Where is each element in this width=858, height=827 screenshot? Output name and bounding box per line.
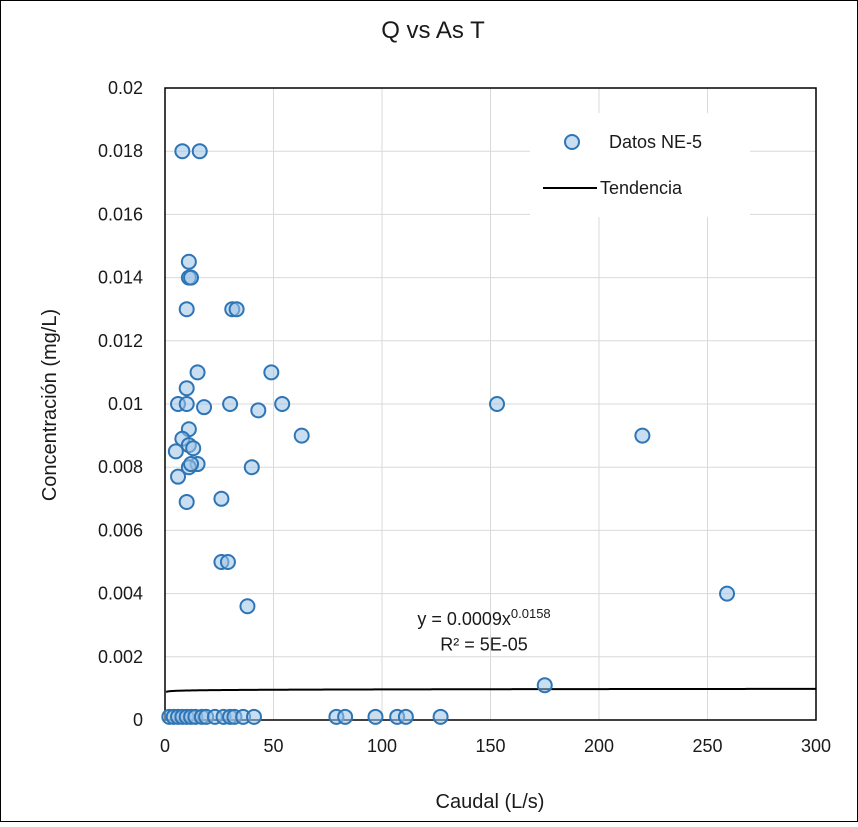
legend-label-datos: Datos NE-5 bbox=[609, 132, 702, 152]
trend-equation-base: y = 0.0009x bbox=[417, 609, 511, 629]
chart-title: Q vs As T bbox=[381, 17, 485, 44]
data-point bbox=[196, 399, 213, 416]
data-point bbox=[239, 598, 256, 615]
y-tick-label: 0 bbox=[133, 710, 143, 730]
data-point bbox=[213, 490, 230, 507]
x-axis-label: Caudal (L/s) bbox=[436, 791, 545, 813]
x-tick-label: 300 bbox=[801, 736, 831, 756]
data-point bbox=[174, 143, 191, 160]
data-point bbox=[489, 396, 506, 412]
data-point bbox=[719, 585, 736, 602]
legend-label-tendencia: Tendencia bbox=[600, 178, 683, 198]
data-point bbox=[180, 253, 197, 270]
data-point bbox=[178, 493, 195, 510]
data-point bbox=[250, 402, 267, 419]
data-point bbox=[245, 708, 262, 725]
x-tick-label: 200 bbox=[584, 736, 614, 756]
data-point bbox=[243, 459, 260, 476]
data-point bbox=[228, 301, 245, 318]
data-point bbox=[170, 468, 187, 485]
x-tick-label: 250 bbox=[692, 736, 722, 756]
y-tick-label: 0.002 bbox=[98, 647, 143, 667]
y-tick-label: 0.004 bbox=[98, 584, 143, 604]
data-point bbox=[189, 364, 206, 381]
data-point bbox=[367, 708, 384, 725]
legend-box bbox=[530, 113, 750, 217]
data-point bbox=[183, 456, 200, 473]
x-tick-label: 0 bbox=[160, 736, 170, 756]
data-point bbox=[293, 427, 310, 444]
y-axis-label: Concentración (mg/L) bbox=[39, 309, 61, 501]
data-point bbox=[536, 677, 553, 694]
x-tick-label: 150 bbox=[475, 736, 505, 756]
data-point bbox=[397, 708, 414, 725]
data-point bbox=[263, 364, 280, 381]
data-point bbox=[185, 440, 202, 457]
data-point bbox=[178, 301, 195, 318]
x-tick-label: 100 bbox=[367, 736, 397, 756]
y-tick-label: 0.012 bbox=[98, 331, 143, 351]
y-tick-label: 0.006 bbox=[98, 520, 143, 540]
data-point bbox=[432, 708, 449, 725]
data-point bbox=[191, 143, 208, 160]
r-squared-label: R² = 5E-05 bbox=[440, 634, 528, 654]
y-tick-label: 0.01 bbox=[108, 394, 143, 414]
trendline bbox=[165, 687, 816, 693]
data-point bbox=[178, 380, 195, 397]
data-point bbox=[183, 269, 200, 286]
data-point bbox=[634, 427, 651, 444]
plot-area-border bbox=[164, 87, 817, 721]
data-point bbox=[222, 396, 239, 412]
data-point bbox=[167, 443, 184, 460]
data-point bbox=[274, 396, 291, 412]
data-point bbox=[219, 554, 236, 570]
y-tick-label: 0.008 bbox=[98, 457, 143, 477]
y-tick-label: 0.018 bbox=[98, 141, 143, 161]
y-tick-label: 0.014 bbox=[98, 268, 143, 288]
data-point bbox=[178, 396, 195, 412]
legend-marker-datos bbox=[564, 134, 580, 150]
trend-equation-exponent: 0.0158 bbox=[511, 606, 551, 621]
y-tick-label: 0.02 bbox=[108, 78, 143, 98]
x-tick-label: 50 bbox=[263, 736, 283, 756]
trend-equation: y = 0.0009x0.0158 bbox=[417, 606, 550, 630]
data-point bbox=[337, 708, 354, 725]
y-tick-label: 0.016 bbox=[98, 204, 143, 224]
